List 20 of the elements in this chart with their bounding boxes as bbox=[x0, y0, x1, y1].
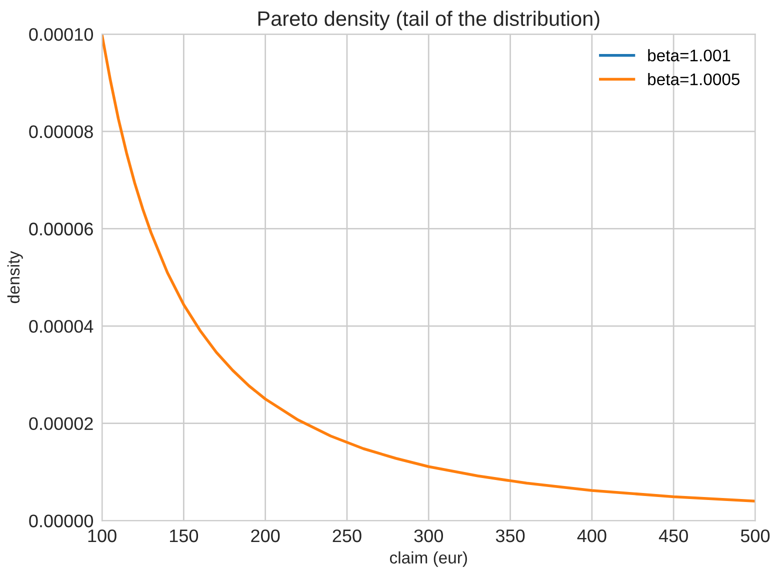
x-tick-label: 300 bbox=[414, 529, 443, 542]
x-axis-title: claim (eur) bbox=[390, 551, 467, 567]
legend-label: beta=1.0005 bbox=[648, 73, 740, 86]
x-tick-label: 350 bbox=[496, 529, 525, 542]
y-tick-label: 0.00000 bbox=[29, 514, 94, 528]
y-tick-label: 0.00010 bbox=[29, 28, 94, 41]
x-tick-label: 450 bbox=[658, 529, 688, 542]
x-tick-label: 200 bbox=[251, 529, 280, 542]
x-tick-label: 250 bbox=[332, 529, 362, 542]
y-axis-title: density bbox=[7, 251, 23, 304]
y-tick-label: 0.00008 bbox=[29, 125, 93, 138]
y-tick-label: 0.00004 bbox=[29, 320, 94, 333]
y-tick-label: 0.00006 bbox=[29, 222, 93, 236]
chart-title: Pareto density (tail of the distribution) bbox=[258, 10, 600, 30]
legend-label: beta=1.001 bbox=[648, 49, 730, 62]
x-tick-label: 150 bbox=[170, 529, 198, 542]
x-tick-label: 400 bbox=[577, 529, 606, 542]
y-tick-label: 0.00002 bbox=[29, 417, 93, 430]
x-tick-label: 100 bbox=[88, 529, 116, 542]
x-tick-label: 500 bbox=[740, 529, 770, 542]
